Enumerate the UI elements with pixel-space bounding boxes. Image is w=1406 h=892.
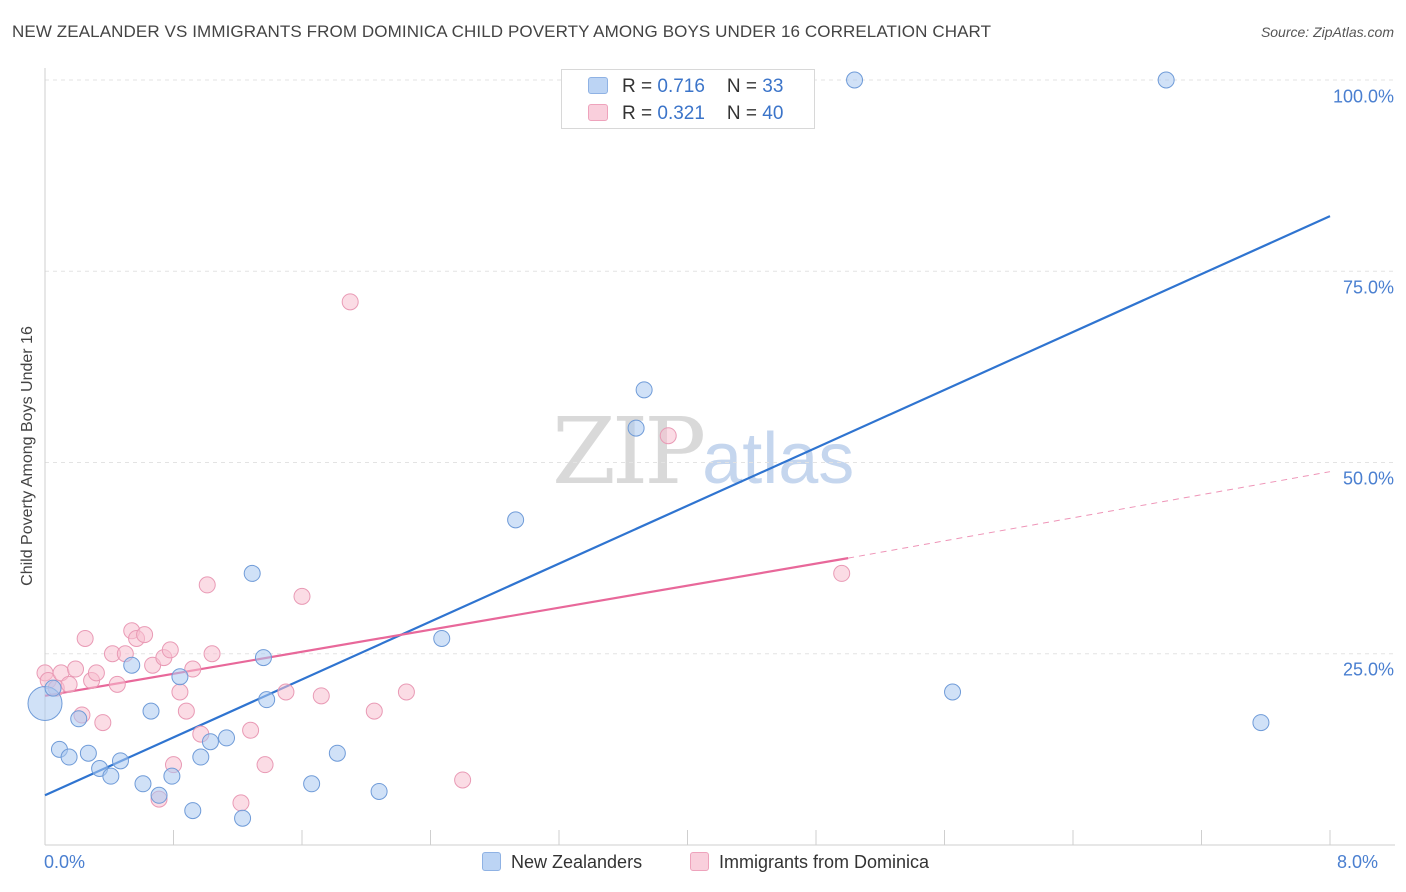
chart-title: NEW ZEALANDER VS IMMIGRANTS FROM DOMINIC… <box>12 22 992 41</box>
point-dominica <box>659 427 677 445</box>
point-dominica <box>293 587 311 605</box>
point-new-zealanders <box>1157 71 1175 89</box>
legend-label: Immigrants from Dominica <box>719 852 930 872</box>
point-dominica <box>312 687 330 705</box>
legend-r-value: 0.716 <box>657 76 705 97</box>
point-new-zealanders <box>1252 714 1270 732</box>
point-new-zealanders <box>258 691 276 709</box>
point-dominica <box>177 702 195 720</box>
point-dominica <box>161 641 179 659</box>
point-new-zealanders <box>254 649 272 667</box>
watermark: ZIPatlas <box>552 398 854 505</box>
legend-r-label: R = <box>622 76 658 97</box>
point-dominica <box>198 576 216 594</box>
point-dominica <box>242 721 260 739</box>
y-tick-label: 75.0% <box>1342 277 1394 298</box>
trend-line-dominica <box>44 557 849 697</box>
point-dominica <box>277 683 295 701</box>
point-dominica <box>256 756 274 774</box>
legend-n-value: 40 <box>762 103 784 124</box>
y-tick-label: 100.0% <box>1332 86 1394 107</box>
point-dominica <box>232 794 250 812</box>
point-dominica <box>833 564 851 582</box>
correlation-legend: R = 0.716 N = 33 R = 0.321 N = 40 <box>561 69 815 129</box>
point-new-zealanders <box>111 752 129 770</box>
legend-row-new-zealanders: R = 0.716 N = 33 <box>588 75 783 99</box>
point-new-zealanders <box>243 564 261 582</box>
point-dominica <box>454 771 472 789</box>
x-tick-label: 8.0% <box>1337 852 1379 872</box>
point-new-zealanders <box>846 71 864 89</box>
watermark-atlas: atlas <box>702 419 855 499</box>
point-new-zealanders <box>192 748 210 766</box>
legend-r-value: 0.321 <box>657 103 705 124</box>
point-new-zealanders <box>150 786 168 804</box>
legend-swatch-blue <box>482 852 501 871</box>
bottom-legend-dominica: Immigrants from Dominica <box>690 852 929 873</box>
legend-row-dominica: R = 0.321 N = 40 <box>588 102 783 126</box>
point-dominica <box>203 645 221 663</box>
source-credit: Source: ZipAtlas.com <box>1260 24 1394 40</box>
point-new-zealanders <box>234 809 252 827</box>
point-dominica <box>67 660 85 678</box>
legend-n-label: N = <box>726 103 763 124</box>
legend-swatch-pink <box>690 852 709 871</box>
point-new-zealanders <box>635 381 653 399</box>
point-new-zealanders <box>70 710 88 728</box>
point-new-zealanders <box>60 748 78 766</box>
point-new-zealanders <box>184 802 202 820</box>
point-dominica <box>76 629 94 647</box>
y-tick-label: 50.0% <box>1342 468 1394 489</box>
watermark-zip: ZIP <box>552 398 706 505</box>
point-new-zealanders <box>328 744 346 762</box>
trend-extension-dominica <box>848 471 1331 559</box>
point-new-zealanders <box>171 668 189 686</box>
point-new-zealanders <box>142 702 160 720</box>
point-dominica <box>136 626 154 644</box>
point-new-zealanders <box>201 733 219 751</box>
point-new-zealanders <box>134 775 152 793</box>
point-new-zealanders <box>44 679 62 697</box>
point-new-zealanders <box>433 629 451 647</box>
point-new-zealanders <box>507 511 525 529</box>
trend-lines <box>44 215 1331 797</box>
point-dominica <box>94 714 112 732</box>
point-dominica <box>60 675 78 693</box>
point-new-zealanders <box>123 656 141 674</box>
point-new-zealanders <box>370 782 388 800</box>
point-new-zealanders <box>218 729 236 747</box>
point-dominica <box>108 675 126 693</box>
legend-n-value: 33 <box>762 76 784 97</box>
point-dominica <box>365 702 383 720</box>
legend-label: New Zealanders <box>511 852 643 872</box>
legend-r-label: R = <box>622 103 658 124</box>
data-points <box>27 71 1270 827</box>
legend-swatch-pink <box>588 104 608 121</box>
trend-line-new-zealanders <box>44 215 1331 797</box>
x-tick-label: 0.0% <box>44 852 86 872</box>
bottom-legend-new-zealanders: New Zealanders <box>482 852 642 873</box>
point-dominica <box>87 664 105 682</box>
point-new-zealanders <box>303 775 321 793</box>
y-axis-label: Child Poverty Among Boys Under 16 <box>19 326 36 586</box>
point-new-zealanders <box>102 767 120 785</box>
point-dominica <box>397 683 415 701</box>
legend-n-label: N = <box>726 76 763 97</box>
point-dominica <box>171 683 189 701</box>
legend-swatch-blue <box>588 77 608 94</box>
point-new-zealanders <box>163 767 181 785</box>
point-dominica <box>341 293 359 311</box>
y-tick-label: 25.0% <box>1342 659 1394 680</box>
point-dominica <box>184 660 202 678</box>
point-new-zealanders <box>627 419 645 437</box>
point-new-zealanders <box>944 683 962 701</box>
point-new-zealanders <box>79 744 97 762</box>
